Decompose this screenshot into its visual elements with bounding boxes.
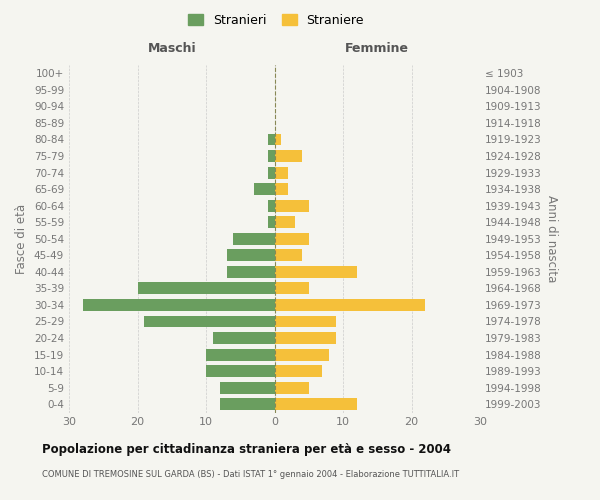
Bar [268,134,275,145]
Bar [268,200,275,211]
Bar [213,332,275,344]
Bar [275,382,309,394]
Bar [275,250,302,262]
Bar [145,316,275,328]
Bar [220,382,275,394]
Bar [275,134,281,145]
Bar [275,398,356,410]
Y-axis label: Fasce di età: Fasce di età [16,204,28,274]
Bar [275,183,288,195]
Bar [268,150,275,162]
Bar [206,365,275,377]
Bar [83,299,275,311]
Bar [275,200,309,211]
Legend: Stranieri, Straniere: Stranieri, Straniere [183,8,369,32]
Bar [206,348,275,360]
Bar [275,150,302,162]
Bar [275,282,309,294]
Text: Popolazione per cittadinanza straniera per età e sesso - 2004: Popolazione per cittadinanza straniera p… [42,442,451,456]
Bar [275,299,425,311]
Bar [275,233,309,244]
Text: Femmine: Femmine [345,42,409,55]
Text: Maschi: Maschi [148,42,196,55]
Y-axis label: Anni di nascita: Anni di nascita [545,195,558,282]
Bar [227,266,275,278]
Bar [275,316,336,328]
Bar [137,282,275,294]
Bar [254,183,275,195]
Bar [275,365,322,377]
Bar [220,398,275,410]
Bar [275,166,288,178]
Bar [275,266,356,278]
Bar [275,332,336,344]
Bar [227,250,275,262]
Bar [275,216,295,228]
Bar [275,348,329,360]
Text: COMUNE DI TREMOSINE SUL GARDA (BS) - Dati ISTAT 1° gennaio 2004 - Elaborazione T: COMUNE DI TREMOSINE SUL GARDA (BS) - Dat… [42,470,459,479]
Bar [233,233,275,244]
Bar [268,166,275,178]
Bar [268,216,275,228]
